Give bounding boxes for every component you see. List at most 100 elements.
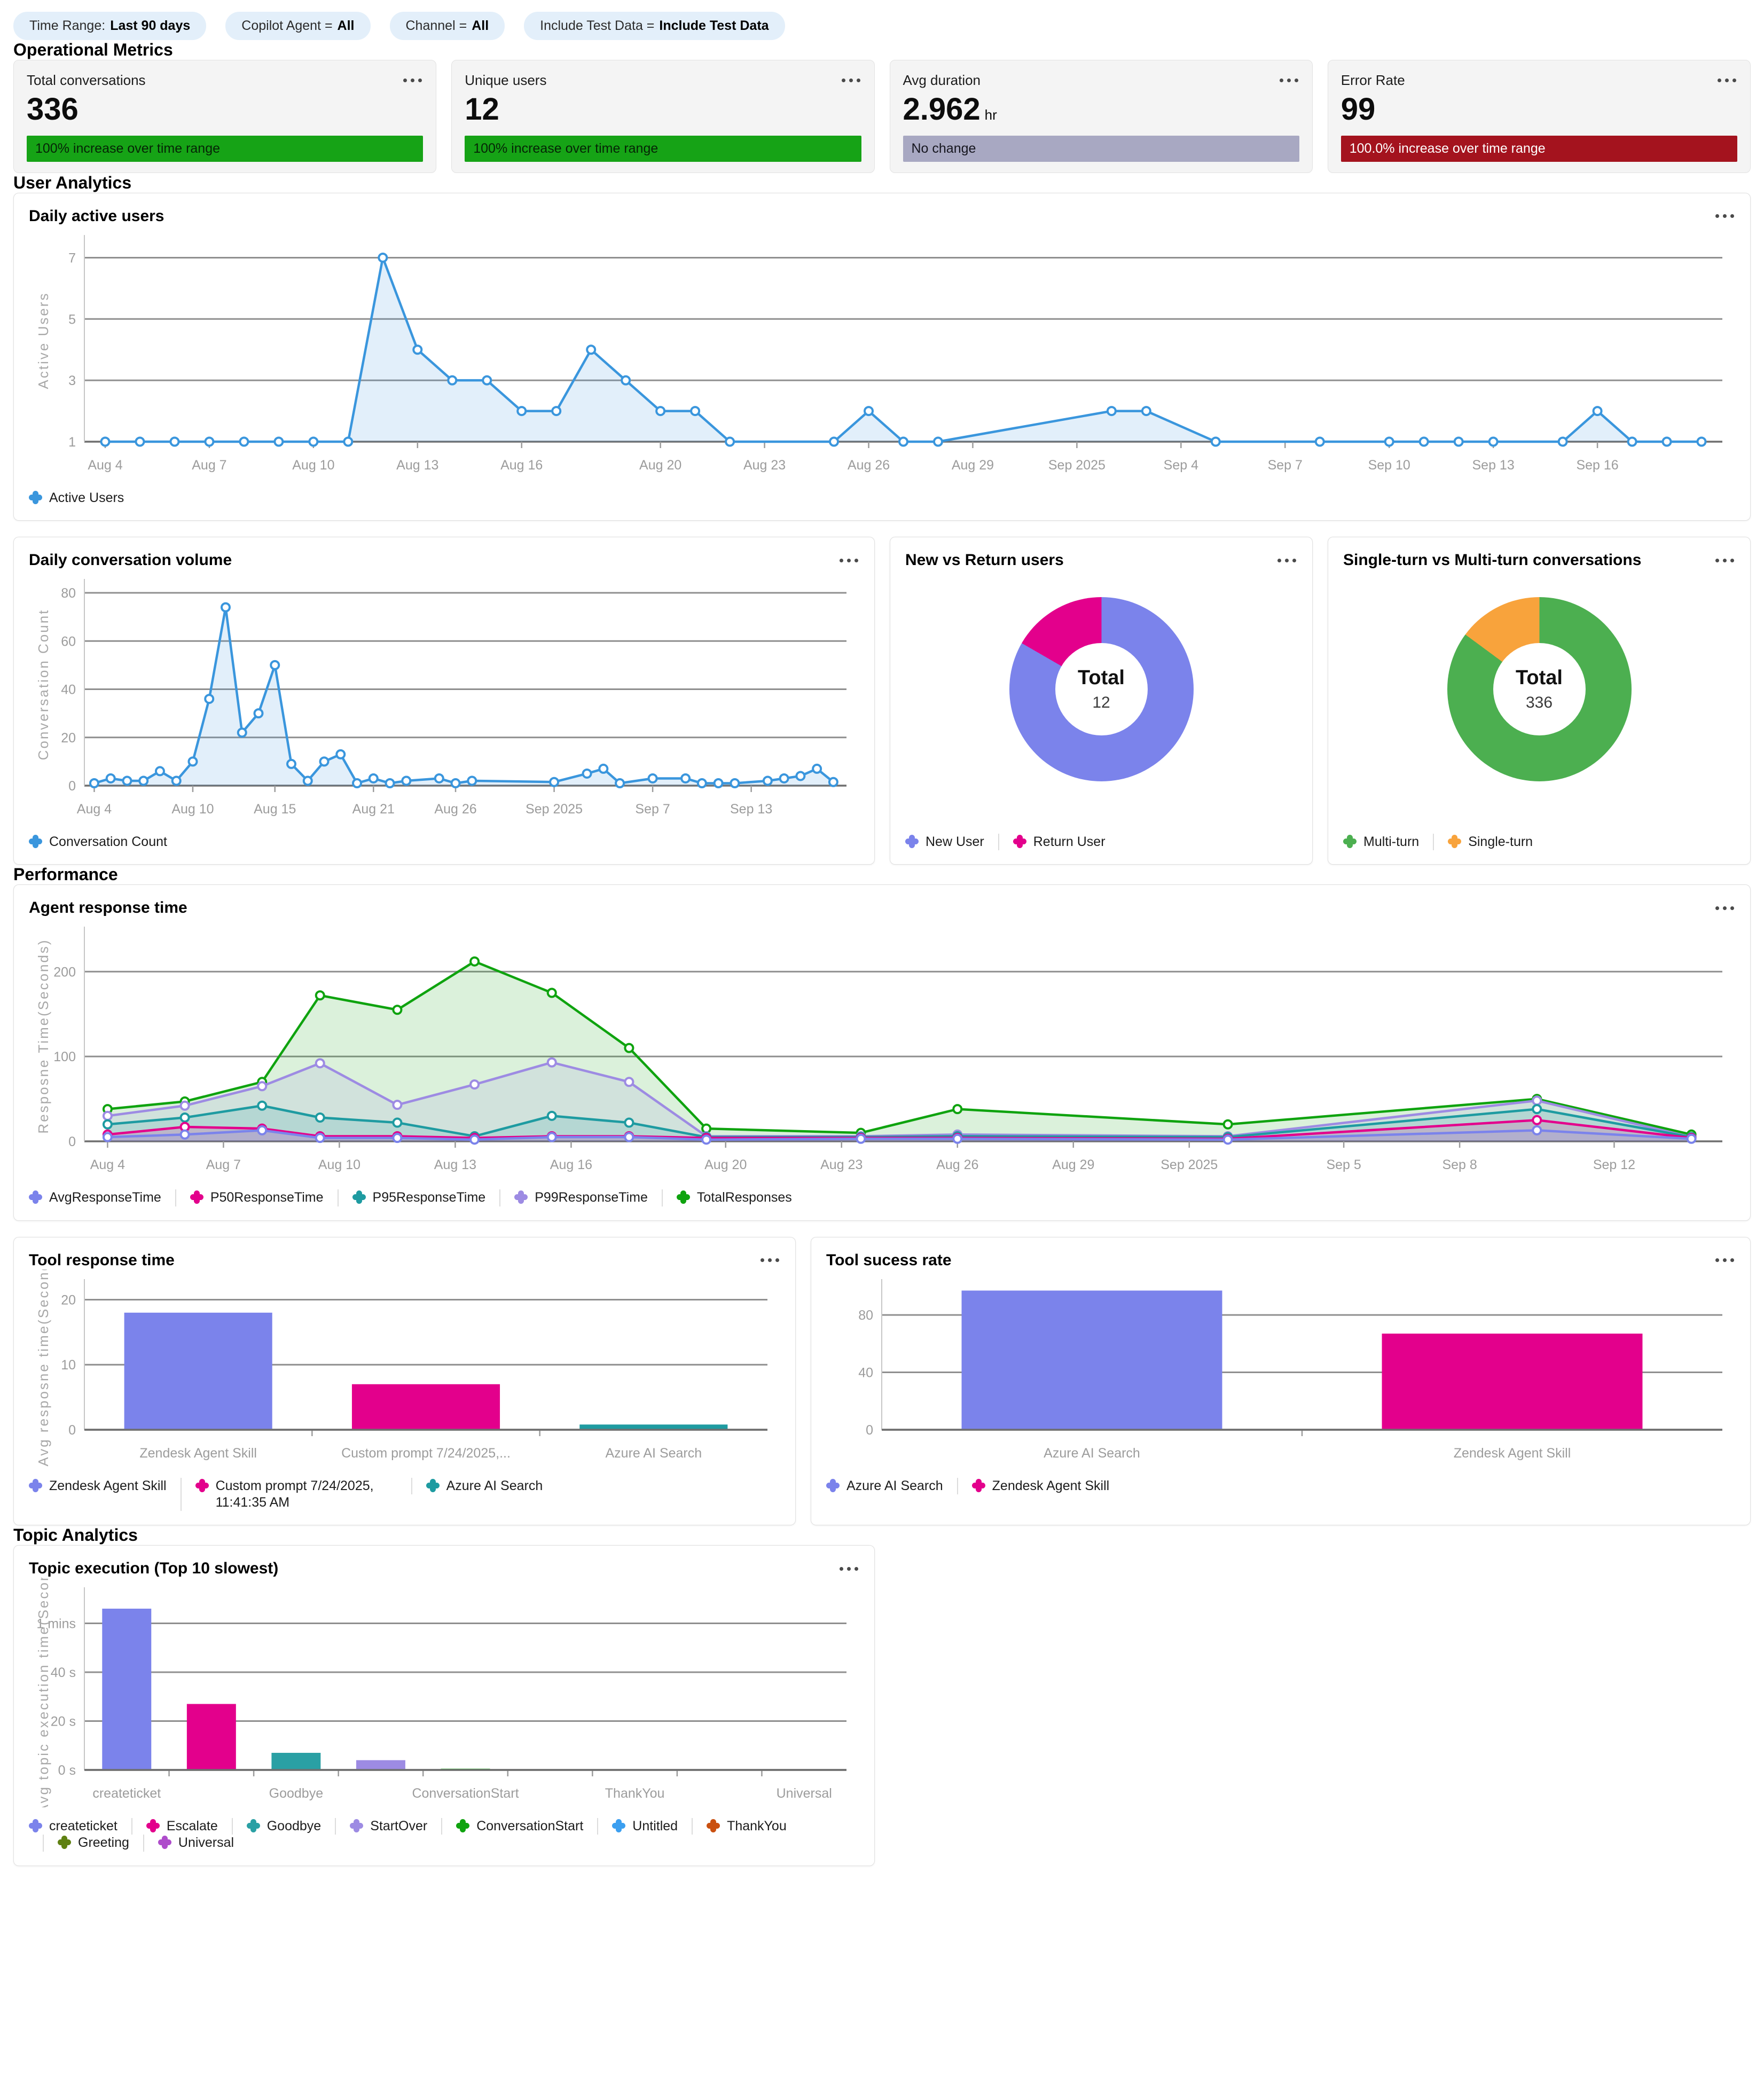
legend-marker-icon bbox=[352, 1190, 366, 1204]
svg-text:7: 7 bbox=[68, 250, 76, 265]
filter-label: Channel = bbox=[405, 18, 467, 33]
legend-marker-icon bbox=[58, 1836, 71, 1850]
metric-trend-banner: No change bbox=[903, 135, 1299, 162]
more-options-button[interactable] bbox=[1265, 551, 1297, 569]
svg-text:Sep 12: Sep 12 bbox=[1593, 1157, 1635, 1172]
legend-item-zendesk-agent-skill[interactable]: Zendesk Agent Skill bbox=[957, 1477, 1109, 1494]
filter-pill-1[interactable]: Copilot Agent = All bbox=[225, 12, 371, 40]
legend-item-untitled[interactable]: Untitled bbox=[597, 1818, 678, 1835]
svg-text:40: 40 bbox=[61, 683, 76, 698]
more-options-icon bbox=[841, 78, 845, 82]
new-vs-return-legend: New User Return User bbox=[905, 834, 1297, 851]
legend-marker-icon bbox=[29, 490, 42, 504]
legend-marker-icon bbox=[971, 1478, 985, 1492]
legend-label: StartOver bbox=[370, 1819, 428, 1834]
chart-title-daily-conversation-volume: Daily conversation volume bbox=[29, 551, 232, 569]
filter-pill-2[interactable]: Channel = All bbox=[389, 12, 505, 40]
legend-item-createticket[interactable]: createticket bbox=[29, 1818, 117, 1835]
svg-text:Aug 10: Aug 10 bbox=[318, 1157, 360, 1172]
more-options-button[interactable] bbox=[827, 551, 859, 569]
legend-label: TotalResponses bbox=[696, 1190, 792, 1205]
chart-title-tool-success-rate: Tool sucess rate bbox=[826, 1251, 952, 1269]
legend-label: Untitled bbox=[632, 1819, 678, 1834]
legend-item-totalresponses[interactable]: TotalResponses bbox=[661, 1189, 792, 1206]
legend-marker-icon bbox=[456, 1819, 470, 1833]
svg-text:Sep 16: Sep 16 bbox=[1576, 458, 1618, 473]
filter-label: Include Test Data = bbox=[540, 18, 655, 33]
legend-item-universal[interactable]: Universal bbox=[143, 1835, 234, 1852]
more-options-button[interactable] bbox=[391, 71, 423, 89]
more-options-button[interactable] bbox=[1267, 71, 1299, 89]
legend-label: Greeting bbox=[78, 1835, 129, 1851]
svg-text:20 s: 20 s bbox=[51, 1714, 76, 1729]
more-options-icon bbox=[1715, 906, 1719, 910]
legend-item-greeting[interactable]: Greeting bbox=[43, 1835, 129, 1852]
metrics-row: Total conversations 336 100% increase over… bbox=[13, 60, 1751, 173]
legend-item-p95responsetime[interactable]: P95ResponseTime bbox=[337, 1189, 485, 1206]
more-options-button[interactable] bbox=[1703, 551, 1735, 569]
svg-text:Zendesk Agent Skill: Zendesk Agent Skill bbox=[139, 1446, 257, 1461]
more-options-button[interactable] bbox=[827, 1560, 859, 1578]
svg-text:Aug 13: Aug 13 bbox=[434, 1157, 476, 1172]
single-vs-multi-legend: Multi-turn Single-turn bbox=[1343, 834, 1735, 851]
svg-text:Sep 8: Sep 8 bbox=[1442, 1157, 1477, 1172]
more-options-button[interactable] bbox=[1703, 207, 1735, 225]
legend-marker-icon bbox=[676, 1190, 690, 1204]
legend-marker-icon bbox=[29, 1478, 42, 1492]
new-vs-return-donut: Total 12 bbox=[1009, 597, 1194, 782]
svg-text:Sep 5: Sep 5 bbox=[1326, 1157, 1361, 1172]
legend-label: Multi-turn bbox=[1363, 834, 1420, 850]
more-options-button[interactable] bbox=[829, 71, 861, 89]
legend-item-single-turn[interactable]: Single-turn bbox=[1433, 834, 1533, 851]
agent-response-time-chart: 0 100 200 Resposne Time(Seconds) Aug 4 Aug 7 A… bbox=[29, 917, 1735, 1179]
legend-item-p99responsetime[interactable]: P99ResponseTime bbox=[499, 1189, 648, 1206]
legend-item-custom-prompt-7-24-2025-11-41-35-am[interactable]: Custom prompt 7/24/2025, 11:41:35 AM bbox=[180, 1477, 397, 1511]
svg-text:Avg topic execution time(Secon: Avg topic execution time(Seconds) bbox=[35, 1578, 51, 1807]
filter-pill-0[interactable]: Time Range: Last 90 days bbox=[13, 12, 207, 40]
tool-success-rate-legend: Azure AI Search Zendesk Agent Skill bbox=[826, 1477, 1735, 1494]
legend-item-goodbye[interactable]: Goodbye bbox=[231, 1818, 321, 1835]
more-options-icon bbox=[1715, 558, 1719, 562]
legend-marker-icon bbox=[826, 1478, 840, 1492]
svg-text:Aug 26: Aug 26 bbox=[936, 1157, 978, 1172]
legend-item-zendesk-agent-skill[interactable]: Zendesk Agent Skill bbox=[29, 1478, 167, 1494]
legend-label: AvgResponseTime bbox=[49, 1190, 161, 1205]
more-options-button[interactable] bbox=[1705, 71, 1737, 89]
svg-text:Sep 2025: Sep 2025 bbox=[526, 802, 583, 817]
legend-item-startover[interactable]: StartOver bbox=[335, 1818, 427, 1835]
filter-label: Copilot Agent = bbox=[241, 18, 333, 33]
legend-marker-icon bbox=[1013, 835, 1026, 849]
more-options-icon bbox=[1279, 78, 1283, 82]
filter-label: Time Range: bbox=[29, 18, 106, 33]
chart-title-daily-active-users: Daily active users bbox=[29, 207, 164, 225]
chart-title-single-vs-multi: Single-turn vs Multi-turn conversations bbox=[1343, 551, 1642, 569]
more-options-button[interactable] bbox=[1703, 1251, 1735, 1270]
legend-item-avgresponsetime[interactable]: AvgResponseTime bbox=[29, 1189, 161, 1206]
legend-item-active-users[interactable]: Active Users bbox=[29, 490, 124, 506]
legend-item-multi-turn[interactable]: Multi-turn bbox=[1343, 834, 1419, 850]
more-options-button[interactable] bbox=[1703, 899, 1735, 917]
more-options-icon bbox=[761, 1258, 764, 1263]
more-options-button[interactable] bbox=[748, 1251, 780, 1270]
legend-item-new-user[interactable]: New User bbox=[905, 834, 984, 850]
legend-label: ThankYou bbox=[727, 1819, 787, 1834]
svg-text:Sep 2025: Sep 2025 bbox=[1048, 458, 1106, 473]
legend-item-azure-ai-search[interactable]: Azure AI Search bbox=[411, 1477, 543, 1494]
legend-item-escalate[interactable]: Escalate bbox=[131, 1818, 218, 1835]
legend-item-conversation-count[interactable]: Conversation Count bbox=[29, 834, 167, 850]
more-options-icon bbox=[1277, 558, 1281, 562]
legend-item-thankyou[interactable]: ThankYou bbox=[692, 1818, 787, 1835]
svg-text:Aug 29: Aug 29 bbox=[952, 458, 994, 473]
svg-text:5: 5 bbox=[68, 312, 76, 327]
legend-item-return-user[interactable]: Return User bbox=[998, 834, 1106, 851]
metric-title: Error Rate bbox=[1340, 72, 1405, 88]
donut-center-label: Total bbox=[1516, 667, 1563, 689]
legend-item-azure-ai-search[interactable]: Azure AI Search bbox=[826, 1478, 943, 1494]
legend-marker-icon bbox=[29, 1190, 42, 1204]
section-title-performance: Performance bbox=[13, 865, 118, 884]
filter-pill-3[interactable]: Include Test Data = Include Test Data bbox=[524, 12, 785, 40]
card-agent-response-time: Agent response time 0 100 200 Resposne Time… bbox=[13, 884, 1751, 1221]
legend-marker-icon bbox=[1448, 835, 1462, 849]
legend-item-p50responsetime[interactable]: P50ResponseTime bbox=[175, 1189, 324, 1206]
legend-item-conversationstart[interactable]: ConversationStart bbox=[441, 1818, 583, 1835]
